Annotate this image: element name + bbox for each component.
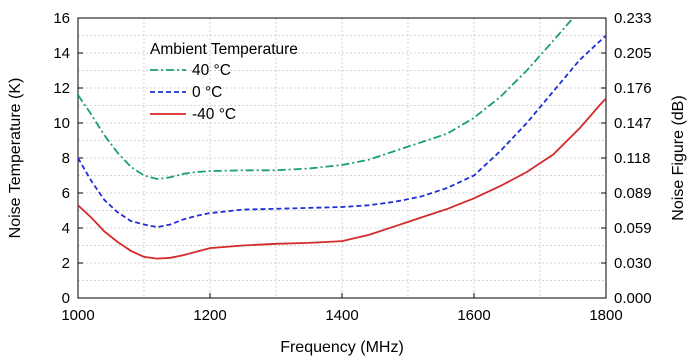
legend-label-1: 0 °C [192, 84, 222, 101]
y-tick-label: 16 [53, 10, 70, 27]
y2-tick-label: 0.147 [614, 115, 652, 132]
y-tick-label: 4 [62, 220, 70, 237]
y-tick-label: 14 [53, 45, 70, 62]
y-tick-label: 2 [62, 255, 70, 272]
x-axis-label: Frequency (MHz) [280, 339, 404, 356]
y-tick-label: 12 [53, 80, 70, 97]
series-line-1 [78, 34, 606, 229]
axis-ticks: 1000 1200 1400 1600 1800 0 0.000 2 0.030 4 0.059 6 0… [53, 10, 651, 324]
grid-lines [78, 18, 606, 298]
series-lines [78, 18, 606, 260]
legend: Ambient Temperature 40 °C 0 °C -40 °C [150, 41, 298, 123]
y2-tick-label: 0.089 [614, 185, 652, 202]
legend-title: Ambient Temperature [150, 41, 298, 58]
y-tick-label: 8 [62, 150, 70, 167]
series-line-2 [78, 97, 606, 260]
legend-label-0: 40 °C [192, 62, 231, 79]
y-tick-label: 6 [62, 185, 70, 202]
x-tick-label: 1800 [589, 307, 622, 324]
x-tick-label: 1400 [325, 307, 358, 324]
y2-tick-label: 0.030 [614, 255, 652, 272]
y-tick-label: 0 [62, 290, 70, 307]
series-line-0 [78, 18, 574, 180]
x-tick-label: 1200 [193, 307, 226, 324]
y2-tick-label: 0.205 [614, 45, 652, 62]
y-axis-label: Noise Temperature (K) [7, 78, 24, 239]
y-tick-label: 10 [53, 115, 70, 132]
y2-tick-label: 0.233 [614, 10, 652, 27]
y2-axis-label: Noise Figure (dB) [670, 95, 687, 220]
legend-label-2: -40 °C [192, 106, 236, 123]
y2-tick-label: 0.000 [614, 290, 652, 307]
y2-tick-label: 0.176 [614, 80, 652, 97]
x-tick-label: 1000 [61, 307, 94, 324]
x-tick-label: 1600 [457, 307, 490, 324]
y2-tick-label: 0.059 [614, 220, 652, 237]
y2-tick-label: 0.118 [614, 150, 650, 167]
